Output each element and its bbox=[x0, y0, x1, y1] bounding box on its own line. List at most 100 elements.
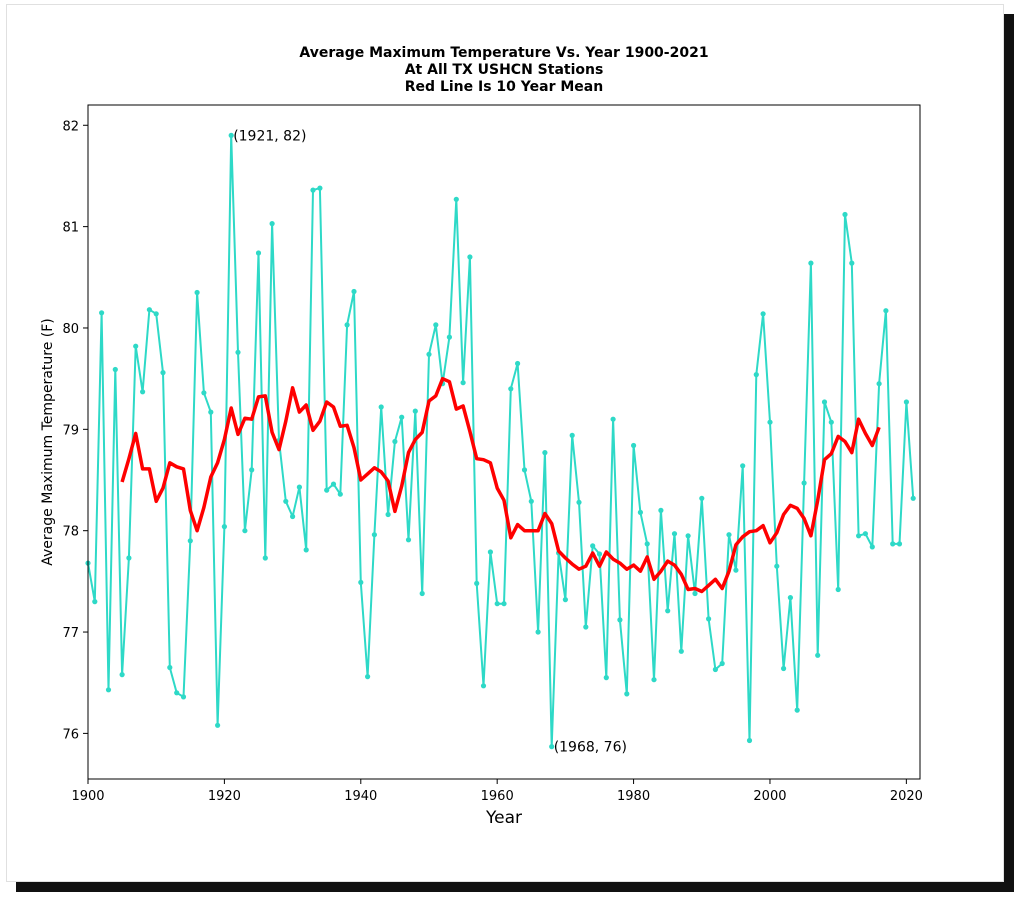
data-point bbox=[753, 372, 759, 378]
data-point bbox=[426, 351, 432, 357]
data-point bbox=[180, 694, 187, 700]
chart-title-line-1: Average Maximum Temperature Vs. Year 190… bbox=[299, 45, 708, 61]
data-point bbox=[562, 597, 569, 603]
data-point bbox=[726, 532, 732, 538]
data-point bbox=[528, 498, 534, 504]
data-point bbox=[337, 491, 343, 497]
data-point bbox=[269, 221, 275, 227]
data-point bbox=[890, 541, 896, 547]
data-point bbox=[126, 555, 132, 561]
data-point bbox=[760, 311, 766, 317]
series-0-line bbox=[87, 134, 915, 748]
data-point bbox=[228, 132, 234, 138]
data-point bbox=[821, 399, 828, 405]
data-point bbox=[856, 533, 862, 539]
data-point bbox=[767, 419, 773, 425]
x-tick-label: 2000 bbox=[753, 789, 786, 804]
y-tick-label: 81 bbox=[62, 221, 79, 236]
data-point bbox=[412, 408, 418, 414]
chart-title-line-2: At All TX USHCN Stations bbox=[405, 62, 604, 78]
data-point bbox=[685, 533, 691, 539]
data-point bbox=[133, 343, 139, 349]
data-point bbox=[467, 254, 473, 260]
plot-border bbox=[87, 104, 921, 780]
data-point bbox=[385, 511, 391, 518]
data-point bbox=[208, 409, 214, 415]
data-point bbox=[624, 691, 630, 697]
data-point bbox=[746, 737, 753, 744]
data-point bbox=[460, 380, 466, 386]
data-point bbox=[910, 495, 916, 501]
data-point bbox=[808, 260, 814, 266]
data-point bbox=[835, 586, 841, 593]
data-point bbox=[508, 386, 514, 392]
series-layer bbox=[85, 132, 916, 750]
data-point bbox=[160, 370, 166, 376]
y-tick-label: 77 bbox=[62, 626, 79, 641]
data-point bbox=[399, 414, 405, 420]
data-point bbox=[678, 648, 684, 654]
data-point bbox=[692, 590, 698, 597]
data-point bbox=[119, 672, 125, 678]
data-point bbox=[140, 389, 146, 395]
data-point bbox=[712, 666, 719, 673]
data-point bbox=[787, 595, 794, 601]
data-point bbox=[671, 531, 678, 537]
data-point bbox=[405, 537, 412, 543]
data-point bbox=[617, 617, 623, 623]
data-point bbox=[549, 744, 555, 750]
data-point bbox=[828, 419, 834, 425]
data-point bbox=[583, 624, 589, 630]
x-axis-label: Year bbox=[485, 808, 522, 828]
data-point bbox=[167, 664, 173, 671]
data-point bbox=[842, 211, 848, 218]
data-point bbox=[344, 322, 350, 328]
data-point bbox=[665, 608, 671, 614]
data-point bbox=[883, 308, 889, 314]
data-point bbox=[774, 563, 780, 569]
data-point bbox=[262, 555, 268, 561]
data-point bbox=[324, 487, 330, 493]
data-point bbox=[740, 463, 746, 469]
y-axis: 76 77 78 79 80 81 82 bbox=[62, 119, 88, 742]
data-point bbox=[794, 707, 800, 713]
x-tick-label: 1960 bbox=[481, 789, 514, 804]
chart-title-line-3: Red Line Is 10 Year Mean bbox=[405, 79, 603, 95]
data-point bbox=[651, 677, 657, 683]
y-tick-label: 78 bbox=[62, 525, 79, 540]
data-point bbox=[569, 432, 575, 438]
data-point bbox=[317, 185, 323, 191]
data-point bbox=[92, 599, 98, 605]
data-point bbox=[781, 665, 787, 672]
data-point bbox=[501, 601, 507, 607]
data-point bbox=[474, 580, 480, 587]
data-point bbox=[433, 322, 439, 328]
data-point bbox=[862, 531, 869, 537]
data-point bbox=[903, 399, 910, 405]
annotation-label: (1921, 82) bbox=[233, 128, 306, 144]
data-point bbox=[419, 590, 425, 597]
data-point bbox=[153, 311, 159, 317]
annotation-label: (1968, 76) bbox=[554, 740, 627, 756]
data-point bbox=[631, 442, 637, 449]
data-point bbox=[105, 687, 112, 693]
data-point bbox=[255, 250, 262, 256]
data-point bbox=[590, 543, 596, 549]
data-point bbox=[358, 579, 364, 586]
data-point bbox=[487, 549, 493, 555]
data-point bbox=[453, 196, 459, 202]
data-point bbox=[303, 547, 309, 553]
data-point bbox=[215, 722, 221, 728]
y-tick-label: 80 bbox=[62, 322, 79, 337]
data-point bbox=[610, 416, 616, 422]
data-point bbox=[542, 450, 548, 456]
x-tick-label: 2020 bbox=[890, 789, 923, 804]
data-point bbox=[235, 349, 241, 355]
y-axis-label: Average Maximum Temperature (F) bbox=[40, 318, 56, 565]
data-point bbox=[112, 366, 118, 373]
data-point bbox=[242, 528, 248, 534]
data-point bbox=[869, 544, 875, 550]
y-tick-label: 82 bbox=[62, 119, 79, 134]
data-point bbox=[521, 467, 528, 473]
